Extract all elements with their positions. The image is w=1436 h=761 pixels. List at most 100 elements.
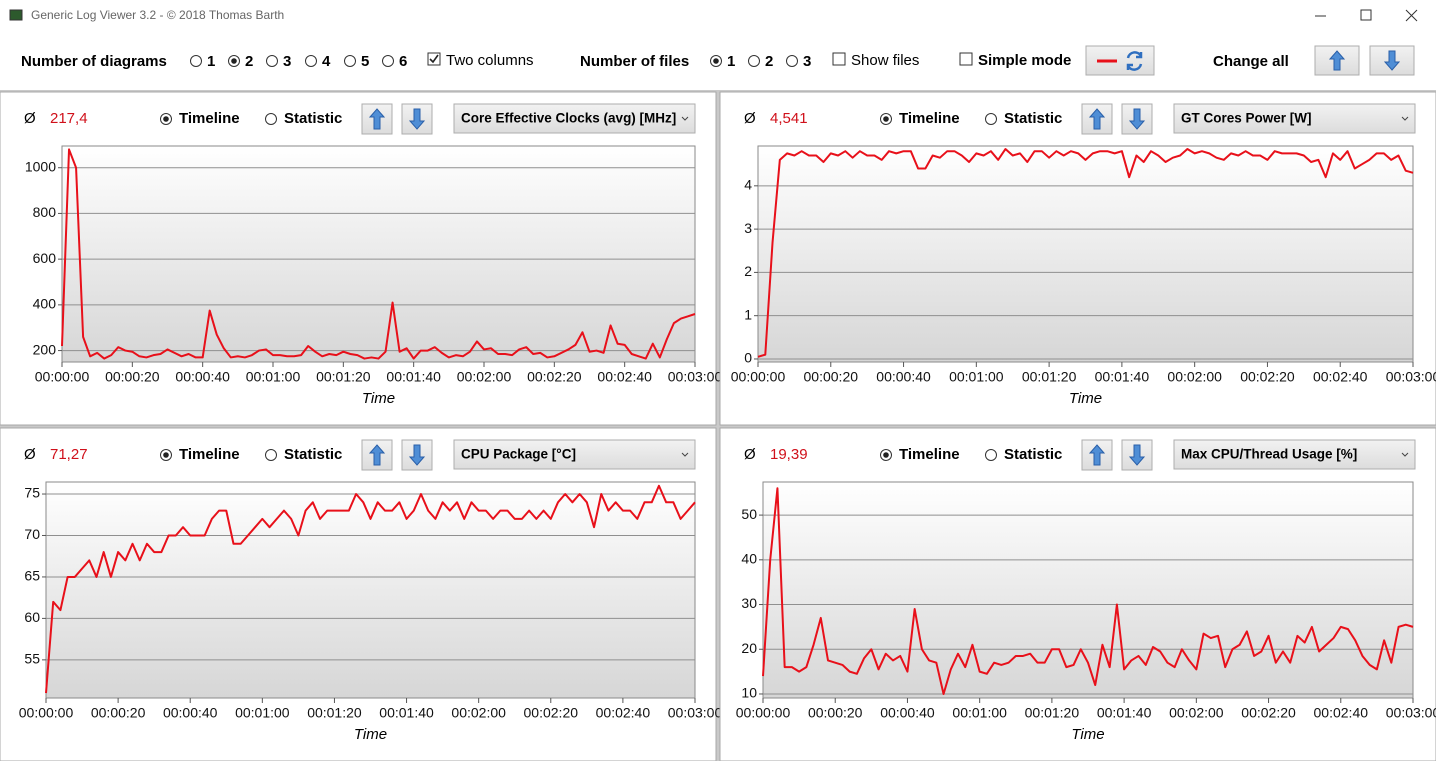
close-button[interactable] (1405, 9, 1418, 22)
x-tick-label: 00:00:00 (731, 369, 786, 385)
y-tick-label: 1000 (25, 158, 56, 174)
statistic-radio[interactable] (985, 113, 997, 125)
file-radio[interactable] (748, 55, 760, 67)
simple-mode-checkbox[interactable] (959, 52, 973, 66)
avg-value: 19,39 (770, 446, 808, 463)
y-tick-label: 4 (744, 177, 752, 193)
arrow-down-icon (408, 444, 426, 466)
x-tick-label: 00:01:00 (246, 369, 301, 385)
avg-symbol: Ø (24, 446, 36, 463)
x-tick-label: 00:02:20 (527, 369, 582, 385)
data-line (45, 484, 696, 694)
diagram-radio[interactable] (266, 55, 278, 67)
x-tick-label: 00:01:00 (952, 705, 1007, 721)
x-tick-label: 00:00:00 (736, 705, 791, 721)
diagram-option: 2 (245, 53, 253, 70)
selection-label: GT Cores Power [W] (1181, 111, 1312, 126)
selection-dropdown[interactable] (453, 103, 696, 134)
dropdown-chevron (1401, 116, 1409, 121)
radio-dot (713, 58, 719, 64)
y-tick-label: 70 (24, 526, 40, 542)
y-tick-label: 60 (24, 609, 40, 625)
line-style-button[interactable] (1085, 45, 1155, 76)
files-label: Number of files (580, 53, 689, 70)
y-tick-label: 600 (33, 250, 57, 266)
selection-label: Core Effective Clocks (avg) [MHz] (461, 111, 676, 126)
x-tick-label: 00:01:40 (1095, 369, 1150, 385)
diagram-radio[interactable] (305, 55, 317, 67)
selection-dropdown[interactable] (1173, 439, 1416, 470)
x-tick-label: 00:03:00 (668, 705, 723, 721)
x-tick-label: 00:02:20 (524, 705, 579, 721)
diagram-option: 3 (283, 53, 291, 70)
statistic-label: Statistic (284, 110, 342, 127)
file-option: 2 (765, 53, 773, 70)
statistic-radio[interactable] (265, 449, 277, 461)
y-tick-label: 40 (741, 551, 757, 567)
app-icon (9, 9, 23, 21)
x-tick-label: 00:02:40 (597, 369, 652, 385)
x-tick-label: 00:01:40 (386, 369, 441, 385)
x-tick-label: 00:02:20 (1240, 369, 1295, 385)
y-tick-label: 30 (741, 595, 757, 611)
timeline-label: Timeline (179, 446, 240, 463)
x-axis-label: Time (1071, 726, 1104, 743)
diagram-option: 4 (322, 53, 331, 70)
y-tick-label: 1 (744, 306, 752, 322)
diagram-option: 1 (207, 53, 215, 70)
y-tick-label: 0 (744, 350, 752, 366)
diagram-radio[interactable] (344, 55, 356, 67)
x-tick-label: 00:02:20 (1241, 705, 1296, 721)
x-tick-label: 00:02:40 (1314, 705, 1369, 721)
statistic-radio[interactable] (985, 449, 997, 461)
file-radio[interactable] (786, 55, 798, 67)
diagram-radio[interactable] (382, 55, 394, 67)
radio-dot (163, 452, 169, 458)
data-line (61, 148, 696, 360)
y-tick-label: 400 (33, 296, 57, 312)
selection-dropdown[interactable] (1173, 103, 1416, 134)
avg-symbol: Ø (744, 110, 756, 127)
diagram-option: 5 (361, 53, 369, 70)
change-all-label: Change all (1213, 53, 1289, 70)
two-columns-checkbox[interactable] (427, 52, 441, 66)
radio-dot (883, 452, 889, 458)
diagrams-label: Number of diagrams (21, 53, 167, 70)
dropdown-chevron (681, 452, 689, 457)
x-tick-label: 00:00:40 (175, 369, 230, 385)
x-tick-label: 00:03:00 (1386, 705, 1436, 721)
maximize-button[interactable] (1360, 9, 1372, 21)
x-tick-label: 00:00:00 (19, 705, 74, 721)
statistic-label: Statistic (1004, 446, 1062, 463)
avg-symbol: Ø (24, 110, 36, 127)
refresh-icon (1126, 51, 1143, 71)
selection-dropdown[interactable] (453, 439, 696, 470)
dropdown-chevron (681, 116, 689, 121)
y-tick-label: 3 (744, 220, 752, 236)
diagram-radio[interactable] (190, 55, 202, 67)
show-files-label: Show files (851, 52, 919, 69)
arrow-up-icon (1328, 50, 1346, 71)
y-tick-label: 200 (33, 341, 57, 357)
x-tick-label: 00:01:40 (1097, 705, 1152, 721)
x-tick-label: 00:00:20 (105, 369, 160, 385)
diagram-option: 6 (399, 53, 407, 70)
x-tick-label: 00:02:40 (596, 705, 651, 721)
x-tick-label: 00:01:00 (949, 369, 1004, 385)
y-tick-label: 55 (24, 651, 40, 667)
file-option: 1 (727, 53, 735, 70)
y-tick-label: 10 (741, 685, 757, 701)
x-tick-label: 00:02:40 (1313, 369, 1368, 385)
plot-area (61, 145, 696, 363)
separator (0, 90, 1436, 92)
x-tick-label: 00:03:00 (1386, 369, 1436, 385)
file-option: 3 (803, 53, 811, 70)
radio-dot (883, 116, 889, 122)
button-frame (1085, 45, 1155, 76)
selection-label: Max CPU/Thread Usage [%] (1181, 447, 1357, 462)
show-files-checkbox[interactable] (832, 52, 846, 66)
y-tick-label: 800 (33, 204, 57, 220)
statistic-radio[interactable] (265, 113, 277, 125)
x-tick-label: 00:00:20 (91, 705, 146, 721)
